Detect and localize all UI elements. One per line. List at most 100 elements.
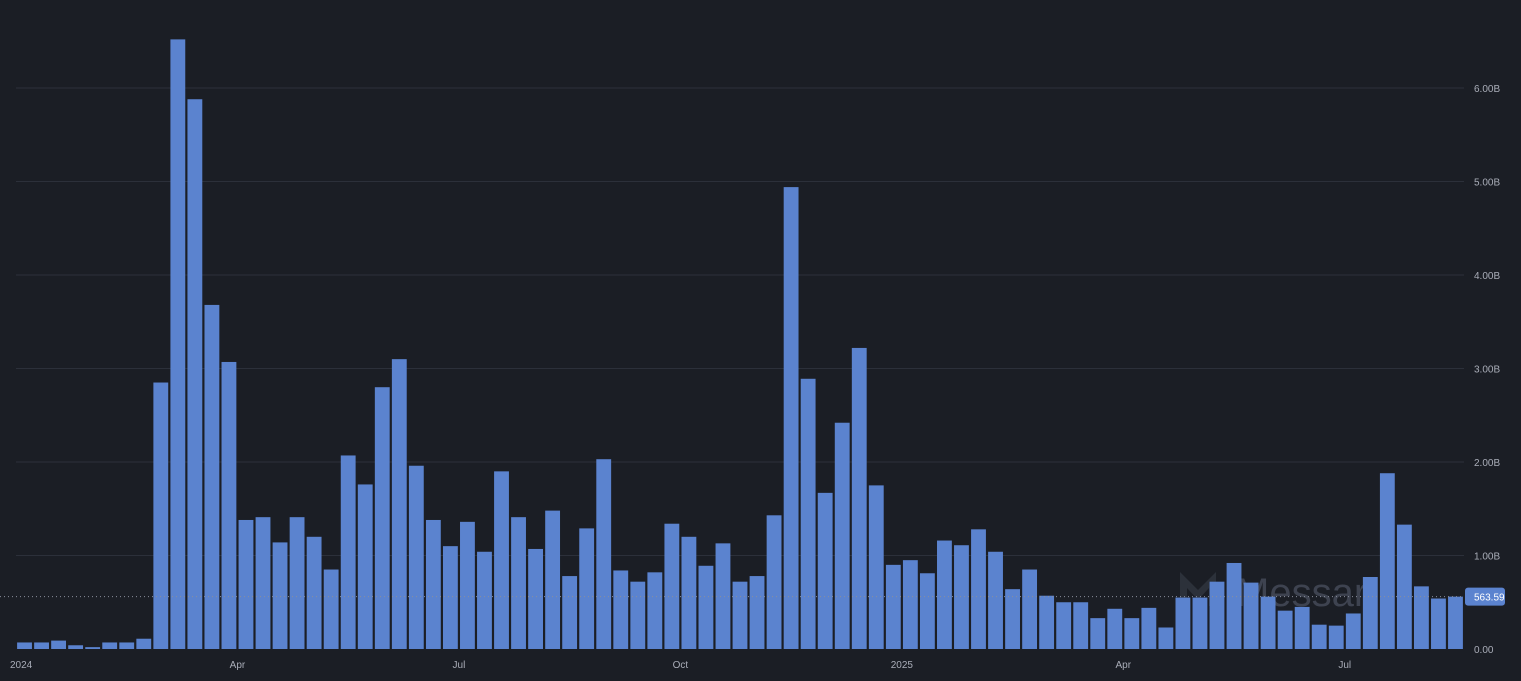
bar (425, 519, 441, 649)
bar (102, 642, 118, 649)
bar (937, 540, 952, 649)
y-axis: 0.00 1.00B 2.00B 3.00B 4.00B 5.00B 6.00B (1474, 84, 1500, 656)
y-tick-label: 2.00B (1474, 458, 1500, 469)
x-tick-label: Apr (230, 660, 246, 671)
bar (238, 519, 254, 649)
bar (1175, 597, 1191, 649)
y-tick-label: 4.00B (1474, 271, 1500, 282)
bar (221, 361, 237, 649)
x-tick-label: Oct (673, 660, 689, 671)
bar (800, 378, 816, 649)
bar (340, 455, 356, 649)
bar (919, 573, 935, 649)
bar (1311, 624, 1327, 649)
bar (817, 492, 833, 649)
bar (1141, 607, 1157, 649)
bar (1260, 596, 1276, 649)
x-tick-label: Jul (453, 660, 466, 671)
x-tick-label: Jul (1338, 660, 1351, 671)
bar (596, 459, 612, 649)
bar (357, 484, 373, 649)
bar (1022, 569, 1038, 649)
bar (715, 543, 731, 649)
last-value-badge (1465, 587, 1505, 606)
y-tick-label: 0.00 (1474, 645, 1494, 656)
y-tick-label: 1.00B (1474, 552, 1500, 563)
bar (579, 528, 595, 649)
y-tick-label: 5.00B (1474, 178, 1500, 189)
x-axis: 2024 Apr Jul Oct 2025 Apr Jul (10, 660, 1351, 671)
bar (51, 640, 67, 649)
bar (204, 304, 220, 649)
bar (1005, 589, 1020, 649)
gridlines (16, 87, 1464, 556)
bar (1294, 606, 1310, 649)
messari-watermark: Messari (1180, 571, 1376, 615)
bar (119, 642, 135, 649)
bar (170, 39, 186, 649)
bar (664, 523, 680, 649)
bar (272, 542, 288, 649)
bar (85, 647, 101, 649)
bar (1158, 627, 1174, 649)
bar (460, 521, 475, 649)
bar (885, 564, 901, 649)
bar (732, 581, 748, 649)
bar (323, 569, 339, 649)
bar (255, 517, 271, 649)
bar (528, 548, 543, 649)
bar (408, 465, 424, 649)
bar (442, 546, 458, 649)
bar (1277, 610, 1293, 649)
bar (34, 642, 49, 649)
y-tick-label: 6.00B (1474, 84, 1500, 95)
bar (1090, 618, 1106, 649)
bar (374, 387, 390, 649)
bar (1192, 597, 1208, 649)
bar (766, 515, 782, 649)
bar (494, 471, 509, 649)
bar (1379, 473, 1395, 649)
bar (391, 359, 407, 649)
bar (1124, 618, 1140, 649)
bar (851, 347, 867, 649)
bar (545, 510, 561, 649)
bar (477, 551, 492, 649)
bar (834, 422, 850, 649)
bars (17, 39, 1463, 650)
bar (289, 517, 305, 649)
bar (1073, 602, 1089, 649)
bar (1243, 582, 1259, 649)
bar (187, 99, 203, 650)
bar (749, 576, 765, 649)
bar (1226, 562, 1242, 649)
bar (1039, 595, 1055, 649)
bar (1056, 602, 1072, 649)
bar (17, 642, 32, 649)
bar (511, 517, 526, 649)
bar (954, 545, 969, 649)
bar (562, 576, 578, 649)
bar (1209, 581, 1225, 649)
bar (1431, 598, 1446, 649)
bar (971, 529, 986, 649)
bar (902, 560, 918, 649)
x-tick-label: 2025 (891, 660, 914, 671)
bar (868, 485, 884, 650)
bar (1328, 625, 1344, 650)
bar (1448, 596, 1463, 649)
bar (1362, 577, 1378, 649)
x-tick-label: 2024 (10, 660, 33, 671)
bar (698, 565, 714, 649)
bar (647, 572, 663, 649)
bar (681, 536, 697, 649)
bar (68, 645, 84, 649)
bar (630, 581, 646, 649)
x-tick-label: Apr (1116, 660, 1132, 671)
y-tick-label: 3.00B (1474, 365, 1500, 376)
bar (1413, 586, 1429, 649)
bar (153, 382, 169, 649)
last-value-text: 563.59 (1474, 593, 1505, 604)
bar (988, 551, 1003, 649)
